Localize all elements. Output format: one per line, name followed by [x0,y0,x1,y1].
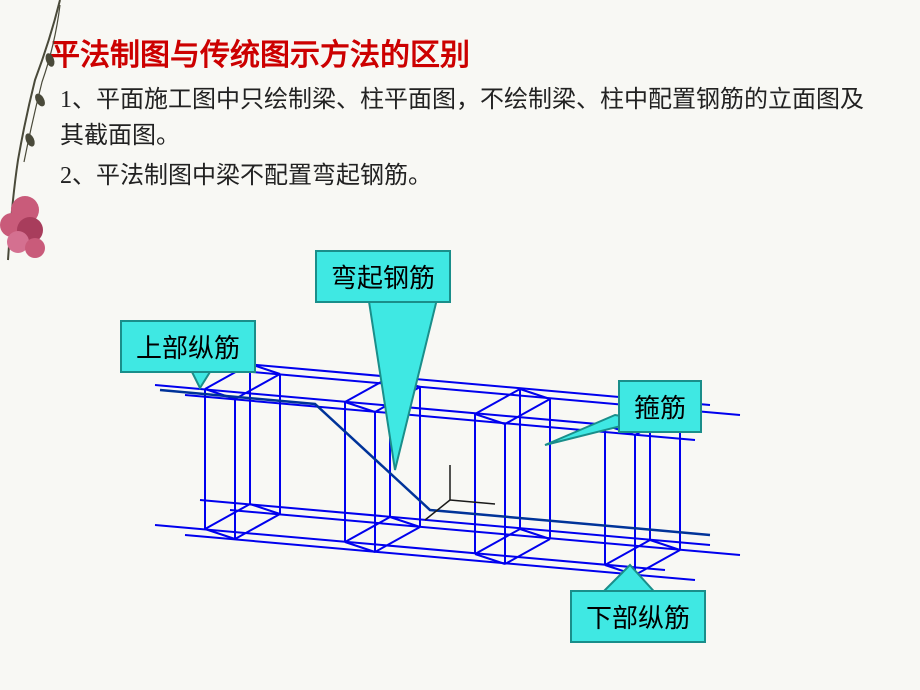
label-bent-bar: 弯起钢筋 [315,250,451,303]
page-title: 平法制图与传统图示方法的区别 [0,0,920,74]
paragraph-2: 2、平法制图中梁不配置弯起钢筋。 [60,158,870,194]
label-top-longitudinal: 上部纵筋 [120,320,256,373]
body-text: 1、平面施工图中只绘制梁、柱平面图，不绘制梁、柱中配置钢筋的立面图及其截面图。 … [0,74,920,194]
rebar-diagram: 弯起钢筋 上部纵筋 箍筋 下部纵筋 [100,240,820,660]
label-stirrup: 箍筋 [618,380,702,433]
paragraph-1: 1、平面施工图中只绘制梁、柱平面图，不绘制梁、柱中配置钢筋的立面图及其截面图。 [60,82,870,154]
rebar-cage-svg [100,240,820,660]
label-bottom-longitudinal: 下部纵筋 [570,590,706,643]
